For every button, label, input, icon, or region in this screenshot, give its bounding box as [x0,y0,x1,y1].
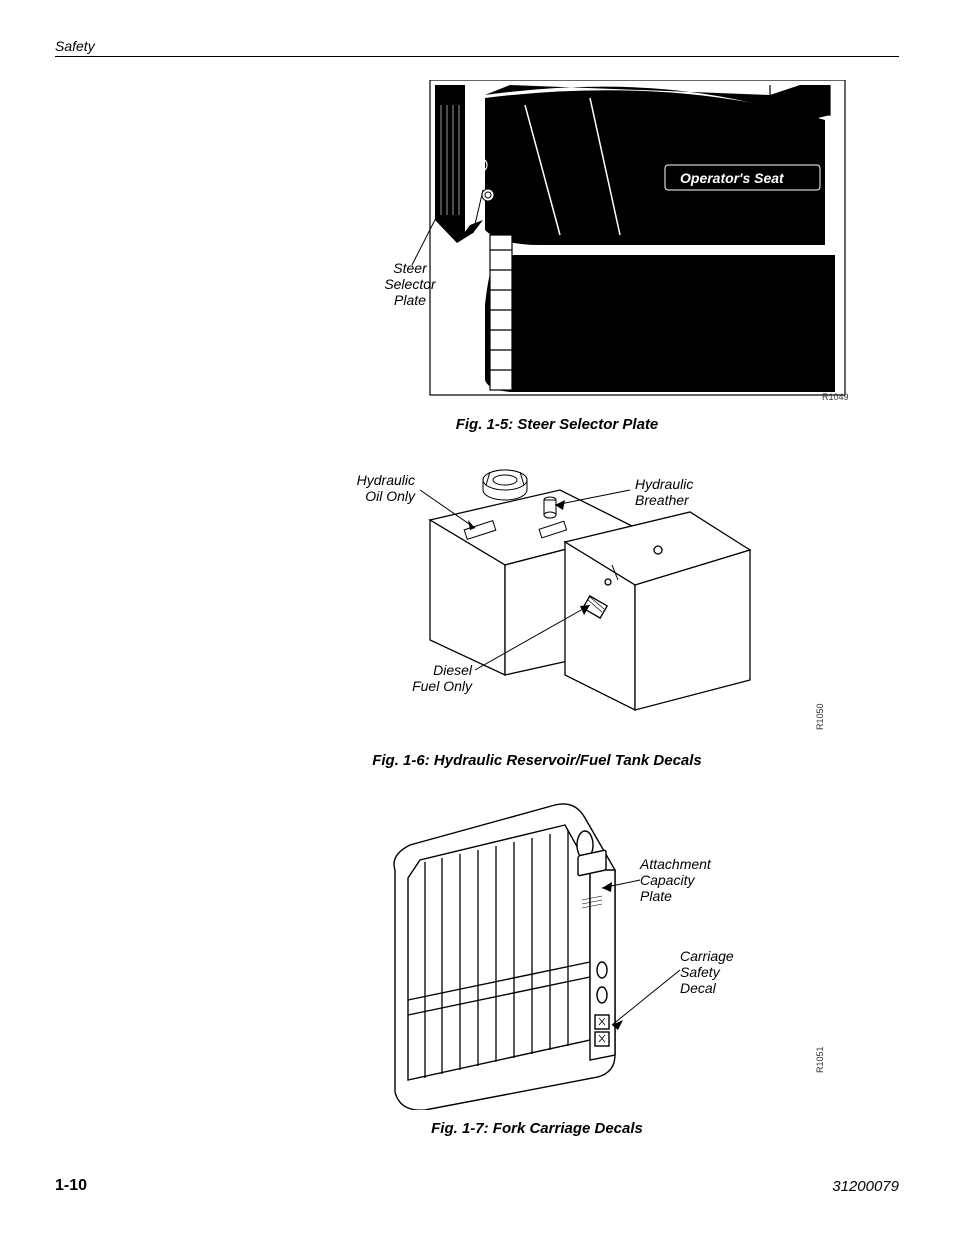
fig1-caption: Fig. 1-5: Steer Selector Plate [0,416,954,433]
operators-seat-label: Operator's Seat [680,170,784,186]
figure-1-6: Hydraulic Oil Only Hydraulic Breather Di… [0,450,954,740]
hydraulic-breather-label: Hydraulic Breather [635,476,693,508]
section-header: Safety [55,38,95,54]
page-number: 1-10 [55,1177,87,1195]
fig2-caption: Fig. 1-6: Hydraulic Reservoir/Fuel Tank … [0,752,954,769]
header-rule [55,56,899,57]
fig2-refcode: R1050 [815,703,825,730]
fig3-caption: Fig. 1-7: Fork Carriage Decals [0,1120,954,1137]
fig1-refcode: R1049 [822,392,849,402]
hydraulic-oil-label: Hydraulic Oil Only [340,472,415,504]
fork-carriage-illustration [0,790,954,1110]
carriage-safety-label: Carriage Safety Decal [680,948,734,996]
attachment-capacity-label: Attachment Capacity Plate [640,856,711,904]
steer-selector-label: Steer Selector Plate [375,260,445,308]
fig3-refcode: R1051 [815,1046,825,1073]
diesel-fuel-label: Diesel Fuel Only [400,662,472,694]
steer-selector-illustration [0,80,954,400]
figure-1-7: Attachment Capacity Plate Carriage Safet… [0,790,954,1110]
doc-number: 31200079 [832,1178,899,1195]
figure-1-5: Steer Selector Plate Operator's Seat R10… [0,80,954,400]
hydraulic-reservoir-illustration [0,450,954,740]
